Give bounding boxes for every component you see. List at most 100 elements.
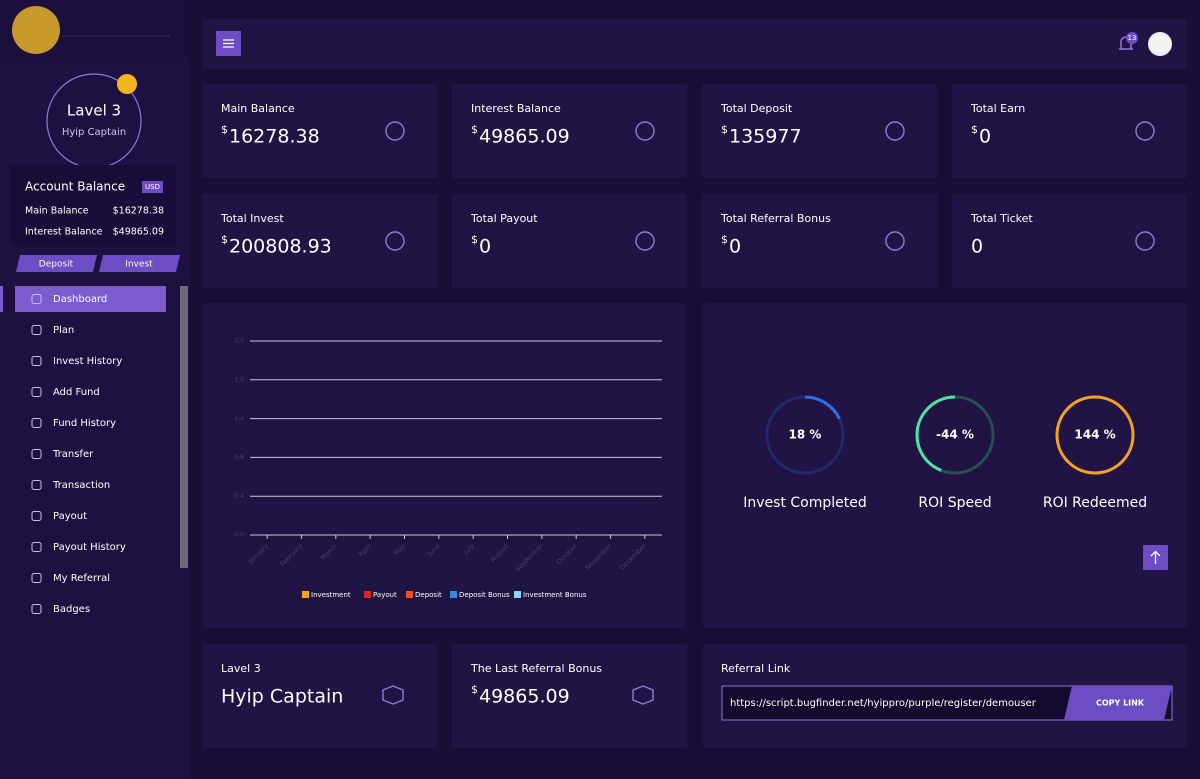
legend-label: Investment: [311, 591, 351, 599]
menu-item[interactable]: Dashboard: [53, 294, 107, 305]
balance-value: $49865.09: [113, 227, 164, 238]
stat-label: Main Balance: [221, 102, 295, 115]
currency-pill: [142, 181, 163, 193]
menu-item[interactable]: My Referral: [53, 573, 110, 584]
menu-item[interactable]: Badges: [53, 604, 90, 615]
currency-sign: $: [221, 123, 228, 136]
level-label: Lavel 3: [221, 662, 261, 675]
y-tick-label: 0.8: [234, 454, 244, 461]
stat-label: Total Earn: [970, 102, 1025, 115]
header: [202, 19, 1187, 69]
notification-count: 13: [1128, 34, 1137, 42]
stat-amount: 200808.93: [229, 236, 332, 258]
level-value: Hyip Captain: [221, 686, 343, 708]
legend-label: Payout: [373, 591, 397, 599]
menu-icon: [31, 418, 42, 428]
stat-icon: [885, 121, 905, 141]
currency-sign: $: [471, 233, 478, 246]
copy-button[interactable]: [1064, 686, 1172, 720]
currency: USD: [145, 183, 160, 191]
sidebar-button[interactable]: [16, 255, 97, 272]
gauge-name: ROI Redeemed: [1043, 495, 1147, 511]
menu-item[interactable]: Fund History: [53, 418, 116, 429]
legend-swatch: [302, 591, 309, 598]
y-tick-label: 0.0: [234, 532, 244, 539]
currency-sign: $: [971, 123, 978, 136]
y-tick-label: 2.0: [234, 338, 244, 345]
bonus-amount: 49865.09: [479, 686, 570, 708]
referral-bonus-card: [452, 644, 687, 748]
menu-item[interactable]: Transaction: [52, 480, 110, 491]
menu-item[interactable]: Transfer: [52, 449, 94, 460]
stat-label: Total Payout: [470, 212, 538, 225]
menu-item[interactable]: Invest History: [53, 356, 122, 367]
stat-card: [202, 84, 437, 178]
stat-card: [452, 84, 687, 178]
menu-icon: [31, 480, 42, 490]
account-box: [10, 165, 176, 245]
menu-icon: [31, 604, 42, 614]
legend-swatch: [450, 591, 457, 598]
currency-sign: $: [471, 683, 478, 696]
button-label[interactable]: Deposit: [39, 260, 74, 270]
menu-icon: [31, 511, 42, 521]
stat-icon: [1135, 231, 1155, 251]
menu-icon: [31, 449, 42, 459]
account-title: Account Balance: [25, 180, 125, 194]
gauge-value: 144 %: [1074, 428, 1115, 442]
menu-icon: [31, 294, 42, 304]
stat-amount: 0: [979, 126, 991, 148]
stat-amount: 49865.09: [479, 126, 570, 148]
stat-icon: [635, 231, 655, 251]
currency-sign: $: [471, 123, 478, 136]
stat-amount: 16278.38: [229, 126, 320, 148]
legend-swatch: [514, 591, 521, 598]
menu-item[interactable]: Plan: [53, 325, 74, 336]
currency-sign: $: [221, 233, 228, 246]
menu-item[interactable]: Add Fund: [53, 387, 100, 398]
stat-label: Total Referral Bonus: [720, 212, 831, 225]
y-tick-label: 1.2: [234, 415, 244, 422]
menu-item[interactable]: Payout: [53, 511, 87, 522]
stat-icon: [885, 231, 905, 251]
stat-amount: 135977: [729, 126, 802, 148]
referral-url: https://script.bugfinder.net/hyippro/pur…: [730, 698, 1037, 709]
scrollbar: [180, 286, 188, 568]
logo: [12, 6, 60, 54]
stat-icon: [385, 121, 405, 141]
menu-item[interactable]: Payout History: [53, 542, 126, 553]
legend-swatch: [364, 591, 371, 598]
button-label[interactable]: Invest: [125, 260, 153, 270]
stat-label: Total Ticket: [970, 212, 1033, 225]
active-menu-bg: [15, 286, 166, 312]
y-tick-label: 1.6: [234, 376, 244, 383]
stat-label: Interest Balance: [471, 102, 561, 115]
legend-label: Deposit Bonus: [459, 591, 510, 599]
legend-label: Deposit: [415, 591, 442, 599]
gauge-value: 18 %: [789, 428, 822, 442]
stat-amount: 0: [971, 236, 983, 258]
gauge-card: [703, 303, 1187, 628]
balance-label: Interest Balance: [25, 227, 103, 238]
copy-link[interactable]: COPY LINK: [1096, 699, 1145, 708]
box-icon: [382, 685, 404, 705]
y-tick-label: 0.4: [234, 493, 244, 500]
bonus-label: The Last Referral Bonus: [470, 662, 602, 675]
menu-icon: [223, 39, 234, 48]
box-icon: [632, 685, 654, 705]
currency-sign: $: [721, 233, 728, 246]
menu-icon: [31, 387, 42, 397]
chart-card: [202, 303, 686, 628]
menu-icon: [31, 356, 42, 366]
level: Lavel 3: [67, 102, 121, 120]
currency-sign: $: [721, 123, 728, 136]
level-card: [202, 644, 437, 748]
sidebar-button[interactable]: [99, 255, 180, 272]
arrow-up-icon: [1150, 550, 1161, 564]
notification-badge: [1126, 32, 1138, 44]
legend-swatch: [406, 591, 413, 598]
avatar[interactable]: [1148, 32, 1172, 56]
gauge-arc: [765, 395, 845, 475]
